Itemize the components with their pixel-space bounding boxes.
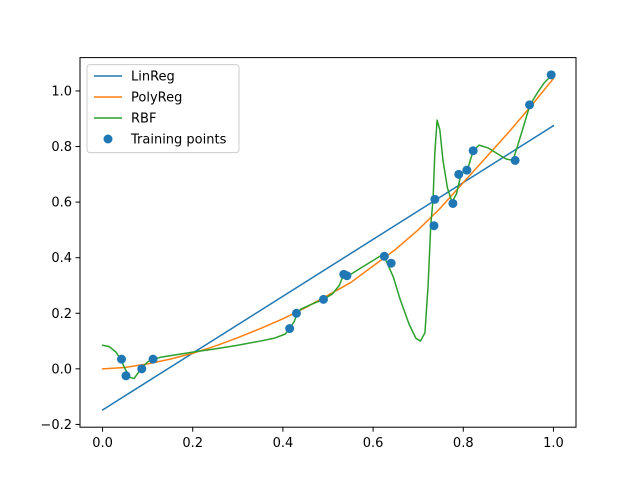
training-point	[137, 364, 147, 374]
training-point	[462, 165, 472, 175]
training-point	[386, 258, 396, 268]
training-point	[448, 198, 458, 208]
x-tick-label: 0.0	[92, 436, 113, 451]
y-tick-label: −0.2	[40, 418, 72, 433]
y-tick-label: 0.8	[51, 140, 72, 155]
training-point	[148, 354, 158, 364]
legend-box	[86, 64, 240, 154]
training-point	[430, 194, 440, 204]
training-point	[510, 155, 520, 165]
training-point	[429, 221, 439, 231]
training-point	[318, 294, 328, 304]
legend-label-polyreg: PolyReg	[131, 91, 182, 106]
y-tick-label: 0.0	[51, 362, 72, 377]
legend-swatch-training-points	[103, 134, 113, 144]
training-point	[121, 371, 131, 381]
legend: LinReg PolyReg RBF Training points	[86, 64, 240, 154]
y-tick-label: 0.4	[51, 251, 72, 266]
x-tick-label: 0.4	[273, 436, 294, 451]
x-axis: 0.0 0.2 0.4 0.6 0.8 1.0	[92, 427, 564, 451]
training-point	[525, 100, 535, 110]
training-point	[454, 169, 464, 179]
plot-area-frame	[79, 57, 577, 428]
x-tick-label: 0.6	[363, 436, 384, 451]
x-tick-label: 1.0	[543, 436, 564, 451]
y-tick-label: 0.2	[51, 307, 72, 322]
x-tick-label: 0.2	[182, 436, 203, 451]
training-point	[468, 146, 478, 156]
x-tick-label: 0.8	[453, 436, 474, 451]
scatter-layer	[116, 70, 556, 381]
legend-label-linreg: LinReg	[131, 70, 175, 85]
y-axis: −0.2 0.0 0.2 0.4 0.6 0.8 1.0	[40, 84, 80, 433]
training-point	[116, 354, 126, 364]
training-point	[342, 271, 352, 281]
y-tick-label: 1.0	[51, 84, 72, 99]
y-tick-label: 0.6	[51, 196, 72, 211]
series-line-polyreg	[101, 77, 555, 370]
training-point	[379, 251, 389, 261]
series-line-linreg	[101, 124, 555, 411]
training-point	[291, 308, 301, 318]
legend-label-training-points: Training points	[130, 133, 227, 148]
training-point	[285, 324, 295, 334]
training-point	[546, 70, 556, 80]
legend-label-rbf: RBF	[131, 112, 156, 127]
